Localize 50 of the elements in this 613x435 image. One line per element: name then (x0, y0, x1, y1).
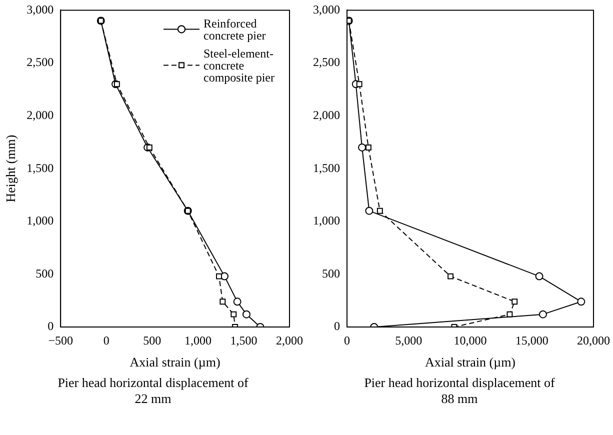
x-tick-label: 10,000 (454, 333, 487, 348)
legend-label: Steel-element-concrete composite pier (204, 46, 274, 84)
point (220, 298, 226, 305)
y-tick-label: 500 (322, 266, 340, 280)
text: Pier head horizontal displacement of 22 mm (56, 375, 250, 407)
y-tick-label: 0 (48, 319, 54, 334)
point (242, 310, 250, 318)
y-tick-label: 3,000 (313, 2, 340, 16)
y-tick-label: 2,500 (26, 55, 54, 70)
text: Pier head horizontal displacement of 88 mm (363, 375, 556, 407)
point (146, 144, 152, 150)
point (448, 273, 454, 280)
point (358, 143, 366, 152)
x-axis-title: Axial strain (µm) (424, 354, 516, 370)
x-tick-label: 15,000 (515, 333, 548, 348)
point (216, 273, 222, 280)
point (376, 208, 383, 214)
x-tick-label: 20,000 (577, 333, 610, 348)
x-tick-label: 2,000 (276, 333, 303, 348)
y-tick-label: 3,000 (26, 2, 54, 16)
y-tick-label: 1,500 (313, 160, 340, 175)
x-tick-label: 1,000 (184, 333, 212, 348)
y-tick-label: 2,000 (313, 108, 340, 122)
point (356, 81, 362, 88)
y-tick-label: 0 (334, 319, 340, 334)
point (512, 298, 518, 305)
x-tick-label: 500 (143, 333, 162, 348)
y-tick-label: 1,500 (26, 160, 54, 175)
x-tick-label: 0 (103, 333, 110, 348)
point (233, 298, 242, 306)
point (535, 272, 544, 280)
point (365, 206, 374, 215)
x-tick-label: 1,500 (230, 333, 258, 348)
point (577, 298, 586, 306)
x-tick-label: 5,000 (395, 333, 422, 348)
y-tick-label: 2,000 (26, 108, 54, 122)
x-axis-title: Axial strain (µm) (130, 354, 220, 370)
x-tick-label: −500 (48, 333, 73, 348)
point (114, 81, 120, 88)
point (365, 144, 372, 150)
y-tick-label: 500 (36, 266, 54, 280)
y-axis-title: Height (mm) (3, 134, 18, 202)
point (538, 310, 547, 318)
y-tick-label: 2,500 (313, 55, 340, 70)
point (506, 311, 513, 318)
x-tick-label: 0 (344, 333, 350, 348)
legend-label: Reinforced concrete pier (204, 16, 266, 42)
y-tick-label: 1,000 (313, 214, 340, 228)
y-tick-label: 1,000 (26, 214, 54, 228)
point (230, 311, 237, 318)
